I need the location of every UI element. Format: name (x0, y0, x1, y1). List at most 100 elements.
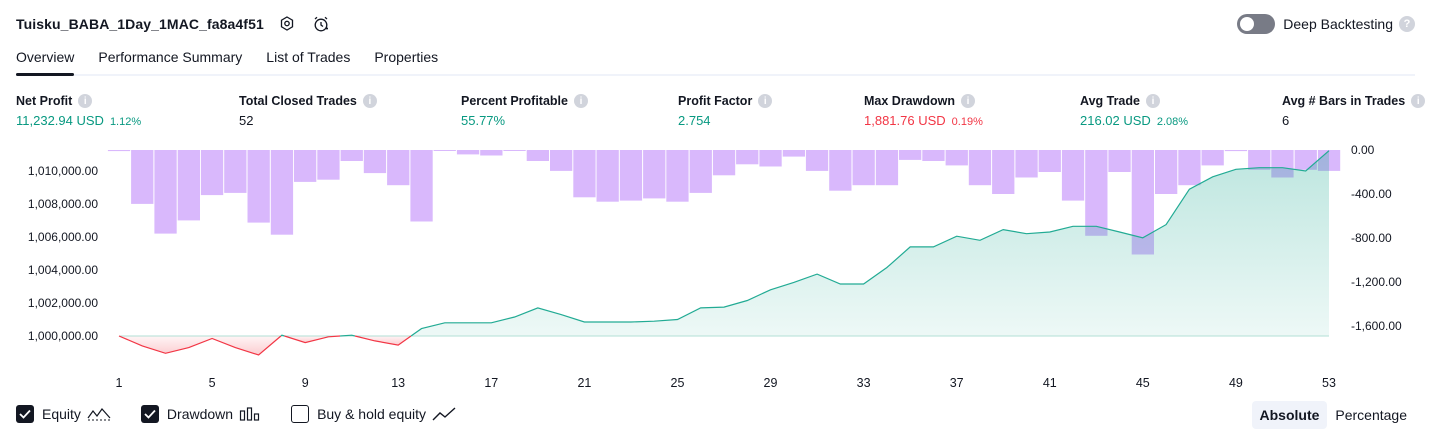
metric-profit-factor: Profit Factor i 2.754 (678, 93, 772, 129)
info-icon[interactable]: i (363, 94, 377, 108)
settings-icon[interactable] (276, 13, 298, 35)
drawdown-bar (387, 150, 409, 185)
drawdown-bar (899, 150, 921, 160)
drawdown-bar (1062, 150, 1084, 201)
x-axis-tick: 21 (577, 376, 591, 390)
drawdown-bar (271, 150, 293, 235)
equity-label: Equity (42, 406, 81, 422)
drawdown-bar (1039, 150, 1061, 172)
info-icon[interactable]: i (1411, 94, 1425, 108)
metric-label: Profit Factor (678, 94, 752, 108)
alarm-clock-icon[interactable] (310, 13, 332, 35)
strategy-title: Tuisku_BABA_1Day_1MAC_fa8a4f51 (16, 16, 264, 32)
drawdown-bar (341, 150, 363, 161)
metric-label: Percent Profitable (461, 94, 568, 108)
drawdown-bar (806, 150, 828, 171)
metric-net-profit: Net Profit i 11,232.94 USD 1.12% (16, 93, 141, 129)
left-axis-tick: 1,008,000.00 (28, 197, 98, 211)
drawdown-bar (759, 150, 781, 167)
legend-equity[interactable]: Equity (16, 405, 111, 423)
chart-legend: Equity Drawdown Buy & hold equity (16, 403, 486, 425)
metric-value: 55.77% (461, 113, 505, 128)
drawdown-bar (620, 150, 642, 201)
help-icon[interactable]: ? (1399, 16, 1415, 32)
toggle-knob (1240, 17, 1254, 31)
drawdown-bar (154, 150, 176, 234)
percentage-button[interactable]: Percentage (1327, 401, 1415, 429)
tab-overview[interactable]: Overview (16, 44, 74, 74)
info-icon[interactable]: i (961, 94, 975, 108)
metric-percent: 2.08% (1157, 116, 1188, 128)
x-axis-tick: 37 (950, 376, 964, 390)
metric-value: 52 (239, 113, 253, 128)
x-axis-tick: 25 (671, 376, 685, 390)
x-axis-tick: 33 (857, 376, 871, 390)
drawdown-bar (946, 150, 968, 165)
x-axis-tick: 9 (302, 376, 309, 390)
info-icon[interactable]: i (1146, 94, 1160, 108)
metric-percent: 1.12% (110, 116, 141, 128)
legend-drawdown[interactable]: Drawdown (141, 405, 261, 423)
drawdown-bar (1248, 150, 1270, 170)
metric-value: 6 (1282, 113, 1289, 128)
drawdown-bar (178, 150, 200, 220)
drawdown-bar (364, 150, 386, 173)
equity-fill-negative (119, 336, 281, 355)
equity-line-positive (281, 335, 285, 336)
absolute-button[interactable]: Absolute (1252, 401, 1328, 429)
drawdown-bar (201, 150, 223, 195)
x-axis-tick: 1 (116, 376, 123, 390)
info-icon[interactable]: i (78, 94, 92, 108)
metric-value: 2.754 (678, 113, 711, 128)
left-axis-tick: 1,004,000.00 (28, 263, 98, 277)
metric-avg-trade: Avg Trade i 216.02 USD 2.08% (1080, 93, 1188, 129)
drawdown-bar (317, 150, 339, 180)
drawdown-bar (248, 150, 270, 223)
equity-fill-negative (355, 336, 411, 345)
drawdown-bar (131, 150, 153, 204)
equity-line-positive (340, 335, 355, 336)
x-axis-tick: 53 (1322, 376, 1336, 390)
metric-label: Total Closed Trades (239, 94, 357, 108)
display-mode-switch: Absolute Percentage (1252, 401, 1416, 429)
right-axis-tick: -800.00 (1351, 231, 1392, 245)
drawdown-bar (550, 150, 572, 171)
drawdown-bar (853, 150, 875, 185)
right-axis-tick: 0.00 (1351, 143, 1375, 157)
metric-value: 216.02 USD (1080, 113, 1151, 128)
drawdown-bar (829, 150, 851, 191)
info-icon[interactable]: i (574, 94, 588, 108)
drawdown-checkbox[interactable] (141, 405, 159, 423)
metric-total-closed-trades: Total Closed Trades i 52 (239, 93, 377, 129)
tab-properties[interactable]: Properties (374, 44, 438, 74)
drawdown-bar (1108, 150, 1130, 172)
metric-label: Avg Trade (1080, 94, 1140, 108)
metric-label: Net Profit (16, 94, 72, 108)
tab-list-of-trades[interactable]: List of Trades (266, 44, 350, 74)
x-axis-tick: 13 (391, 376, 405, 390)
metric-percent: 0.19% (952, 116, 983, 128)
metric-value: 1,881.76 USD (864, 113, 946, 128)
drawdown-bar (457, 150, 479, 154)
deep-backtesting-toggle[interactable] (1237, 14, 1275, 34)
trend-line-icon (432, 406, 456, 422)
left-axis-tick: 1,010,000.00 (28, 164, 98, 178)
drawdown-bar (1178, 150, 1200, 185)
metric-max-drawdown: Max Drawdown i 1,881.76 USD 0.19% (864, 93, 983, 129)
right-axis-tick: -1,200.00 (1351, 275, 1402, 289)
drawdown-bar (573, 150, 595, 197)
metric-percent-profitable: Percent Profitable i 55.77% (461, 93, 588, 129)
buy-hold-checkbox[interactable] (291, 405, 309, 423)
info-icon[interactable]: i (758, 94, 772, 108)
drawdown-bar (1085, 150, 1107, 236)
drawdown-bar (1202, 150, 1224, 165)
tab-performance-summary[interactable]: Performance Summary (98, 44, 242, 74)
drawdown-bar (736, 150, 758, 164)
legend-buy-hold[interactable]: Buy & hold equity (291, 405, 456, 423)
x-axis-tick: 29 (764, 376, 778, 390)
equity-checkbox[interactable] (16, 405, 34, 423)
drawdown-bar (294, 150, 316, 182)
x-axis-tick: 45 (1136, 376, 1150, 390)
drawdown-bar (1155, 150, 1177, 194)
metric-label: Max Drawdown (864, 94, 955, 108)
